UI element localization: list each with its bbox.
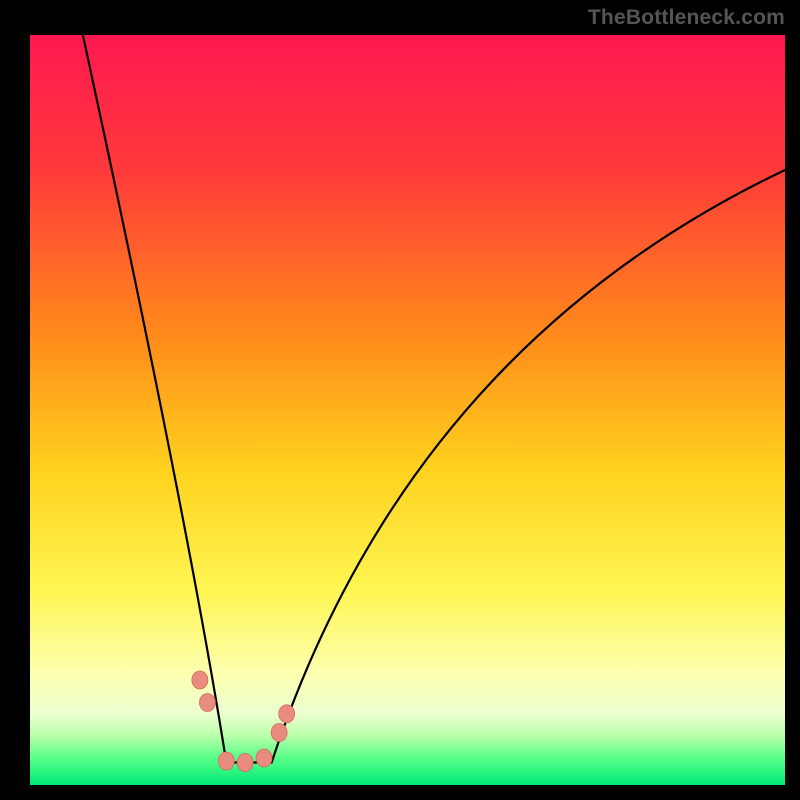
datapoint (192, 671, 208, 689)
chart-background (30, 35, 785, 785)
datapoint (199, 694, 215, 712)
datapoint (279, 705, 295, 723)
frame-right (785, 0, 800, 800)
frame-bottom (0, 785, 800, 800)
watermark-text: TheBottleneck.com (588, 6, 785, 30)
datapoint (271, 724, 287, 742)
datapoint (256, 749, 272, 767)
datapoint (237, 754, 253, 772)
bottleneck-chart (0, 0, 800, 800)
frame-left (0, 0, 30, 800)
datapoint (218, 752, 234, 770)
